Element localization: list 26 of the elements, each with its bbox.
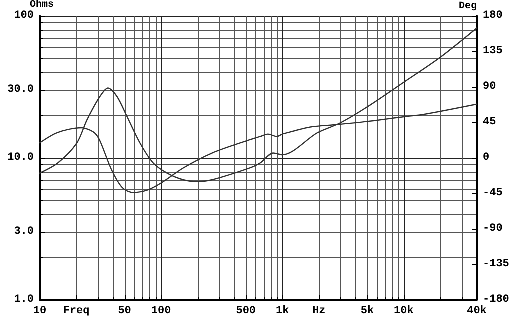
x-tick-label: 10 (33, 306, 47, 318)
x-tick-label: 5k (360, 306, 374, 318)
x-tick-label: 100 (151, 306, 172, 318)
x-tick-label: 40k (467, 306, 488, 318)
y2-tick-label: 0 (483, 152, 490, 164)
y2-tick-label: -135 (483, 258, 510, 270)
x-tick-label: Freq (63, 306, 90, 318)
y-tick-label: 30.0 (8, 84, 34, 96)
x-tick-label: Hz (312, 306, 326, 318)
y-tick-label: 10.0 (8, 152, 34, 164)
y-tick-label: 3.0 (14, 226, 34, 238)
x-tick-label: 1k (276, 306, 290, 318)
y2-tick-label: 180 (483, 10, 503, 22)
y-tick-label: 1.0 (14, 294, 34, 306)
y-axis-title: Ohms (30, 0, 54, 12)
y2-tick-label: 135 (483, 46, 504, 58)
y2-tick-label: -45 (483, 188, 504, 200)
x-tick-label: 500 (236, 306, 256, 318)
x-tick-label: 50 (118, 306, 132, 318)
y2-tick-label: 90 (483, 81, 496, 93)
y-tick-label: 100 (14, 10, 34, 22)
y2-tick-label: -90 (483, 223, 503, 235)
x-tick-label: 10k (394, 306, 414, 318)
y2-tick-label: 45 (483, 116, 497, 128)
y2-tick-label: -180 (483, 294, 510, 306)
y2-axis-title: Deg (458, 2, 477, 12)
